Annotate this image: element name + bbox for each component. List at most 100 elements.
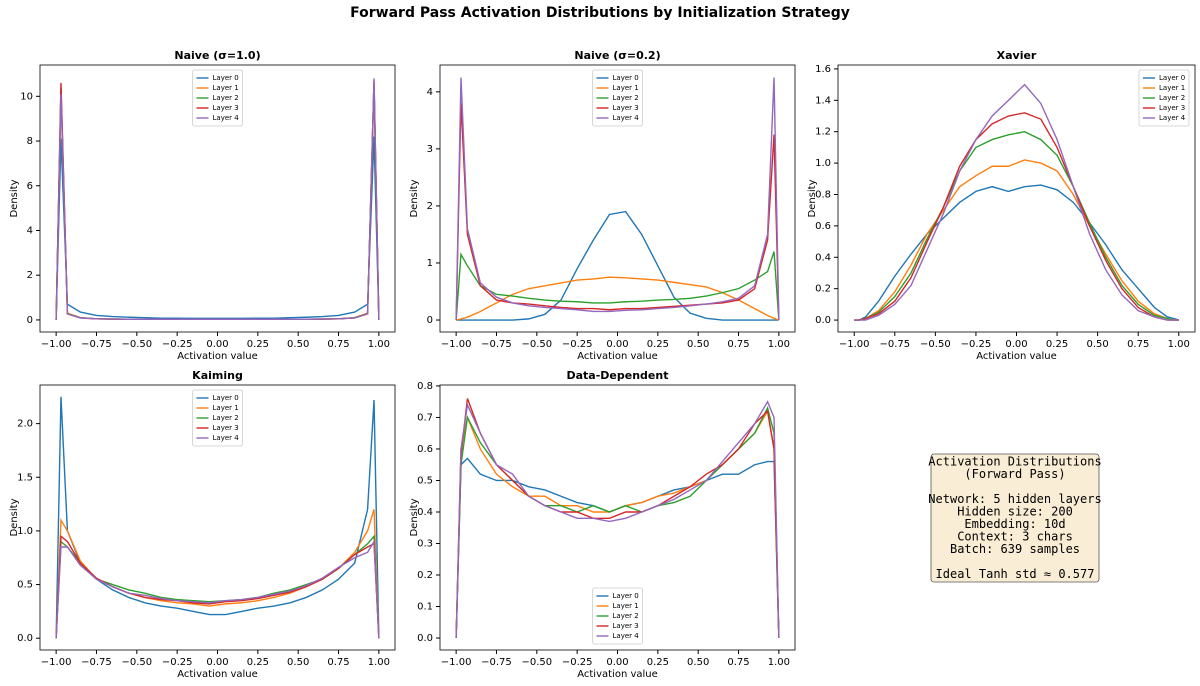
legend-label: Layer 4 — [213, 434, 240, 442]
axes-frame — [837, 64, 1196, 333]
legend-label: Layer 0 — [613, 74, 639, 82]
legend-label: Layer 0 — [613, 592, 639, 600]
legend-label: Layer 2 — [1159, 94, 1185, 102]
y-tick-label: 0 — [27, 315, 33, 326]
legend-label: Layer 3 — [213, 104, 239, 112]
y-axis-label: Density — [9, 498, 20, 536]
x-tick-label: −1.00 — [441, 657, 472, 668]
legend-label: Layer 4 — [1159, 114, 1186, 122]
x-tick-label: −0.75 — [81, 339, 112, 350]
y-axis-label: Density — [9, 179, 20, 217]
data-line — [55, 534, 380, 639]
x-tick-label: 1.00 — [1168, 339, 1190, 350]
subplot: Xavier −1.00 −0.75 −0.50 −0.25 0.00 0.25 0.50 0.… — [807, 49, 1196, 362]
x-tick-label: 0.75 — [1127, 339, 1149, 350]
x-tick-label: −0.50 — [521, 657, 552, 668]
legend-label: Layer 3 — [613, 622, 639, 630]
x-tick-label: 0.00 — [606, 657, 628, 668]
subplot: Naive (σ=1.0) −1.00 −0.75 −0.50 −0.25 0.00 0.2… — [9, 49, 396, 362]
subplot-title: Naive (σ=1.0) — [174, 49, 260, 62]
x-axis-label: Activation value — [177, 351, 258, 362]
legend: Layer 0 Layer 1 Layer 2 Layer 3 Layer 4 — [192, 69, 243, 127]
x-tick-label: −0.75 — [481, 339, 512, 350]
y-tick-label: 0.2 — [417, 570, 433, 581]
y-tick-label: 1.0 — [815, 158, 831, 169]
legend-label: Layer 2 — [613, 612, 639, 620]
y-tick-label: 0.8 — [417, 381, 433, 392]
y-tick-label: 6 — [27, 181, 33, 192]
legend-label: Layer 1 — [613, 84, 639, 92]
data-line — [455, 276, 780, 321]
x-tick-label: 0.75 — [727, 339, 749, 350]
subplot: Kaiming −1.00 −0.75 −0.50 −0.25 0.00 0.25 0.50 0… — [9, 369, 396, 680]
info-line: Network: 5 hidden layers — [928, 492, 1101, 506]
legend-label: Layer 1 — [613, 602, 639, 610]
legend-label: Layer 4 — [613, 114, 640, 122]
x-tick-label: −0.25 — [961, 339, 992, 350]
x-tick-label: −1.00 — [441, 339, 472, 350]
info-box-bg — [930, 453, 1100, 583]
x-tick-label: 1.00 — [368, 339, 390, 350]
y-tick-label: 0.2 — [815, 284, 831, 295]
x-tick-label: 1.00 — [768, 657, 790, 668]
x-tick-label: −0.25 — [562, 339, 593, 350]
x-tick-label: 0.00 — [206, 657, 228, 668]
legend: Layer 0 Layer 1 Layer 2 Layer 3 Layer 4 — [592, 587, 643, 645]
y-axis-label: Density — [807, 179, 818, 217]
data-line — [854, 130, 1179, 321]
legend-label: Layer 0 — [1159, 74, 1185, 82]
y-tick-label: 0.4 — [815, 252, 831, 263]
y-tick-label: 2 — [427, 201, 433, 212]
y-tick-label: 0.3 — [417, 538, 433, 549]
x-tick-label: −0.75 — [81, 657, 112, 668]
legend-label: Layer 1 — [1159, 84, 1185, 92]
x-tick-label: 0.75 — [327, 339, 349, 350]
legend-label: Layer 1 — [213, 404, 239, 412]
legend-box — [192, 69, 243, 127]
x-tick-label: 0.50 — [1087, 339, 1109, 350]
data-line — [854, 83, 1179, 321]
data-line — [55, 136, 380, 320]
subplot: Naive (σ=0.2) −1.00 −0.75 −0.50 −0.25 0.00 0.2… — [409, 49, 796, 362]
x-tick-label: −1.00 — [41, 657, 72, 668]
info-box: Activation Distributions(Forward Pass) Ne… — [928, 453, 1102, 583]
legend: Layer 0 Layer 1 Layer 2 Layer 3 Layer 4 — [1138, 69, 1190, 127]
x-tick-label: 0.25 — [1046, 339, 1068, 350]
x-tick-label: 0.75 — [727, 657, 749, 668]
subplot: Data-Dependent −1.00 −0.75 −0.50 −0.25 0.00 0.… — [409, 369, 796, 680]
y-axis-label: Density — [409, 498, 420, 536]
legend-label: Layer 2 — [613, 94, 639, 102]
y-tick-label: 0.4 — [417, 507, 433, 518]
data-line — [455, 103, 780, 321]
legend-label: Layer 3 — [213, 424, 239, 432]
y-tick-label: 0.6 — [815, 221, 831, 232]
subplot-title: Xavier — [997, 49, 1037, 62]
data-line — [455, 77, 780, 321]
x-tick-label: 1.00 — [368, 657, 390, 668]
data-line — [455, 251, 780, 321]
x-tick-label: −0.75 — [879, 339, 910, 350]
legend-label: Layer 0 — [213, 74, 239, 82]
x-tick-label: 0.75 — [327, 657, 349, 668]
legend: Layer 0 Layer 1 Layer 2 Layer 3 Layer 4 — [592, 69, 643, 127]
y-tick-label: 0.0 — [815, 315, 831, 326]
y-tick-label: 1.0 — [17, 526, 33, 537]
data-line — [55, 539, 380, 639]
x-tick-label: 0.00 — [206, 339, 228, 350]
data-line — [456, 210, 779, 321]
legend-label: Layer 1 — [213, 84, 239, 92]
data-line — [854, 159, 1179, 321]
legend-label: Layer 3 — [613, 104, 639, 112]
y-tick-label: 4 — [427, 87, 433, 98]
y-tick-label: 1.6 — [815, 64, 831, 75]
x-tick-label: −0.50 — [521, 339, 552, 350]
x-tick-label: 0.00 — [606, 339, 628, 350]
x-tick-label: −0.50 — [920, 339, 951, 350]
y-tick-label: 1.4 — [815, 95, 831, 106]
legend-box — [592, 587, 643, 645]
legend-box — [192, 389, 243, 447]
y-tick-label: 0.0 — [417, 633, 433, 644]
legend-label: Layer 4 — [213, 114, 240, 122]
info-line: Hidden size: 200 — [957, 505, 1073, 519]
legend-label: Layer 2 — [213, 414, 239, 422]
